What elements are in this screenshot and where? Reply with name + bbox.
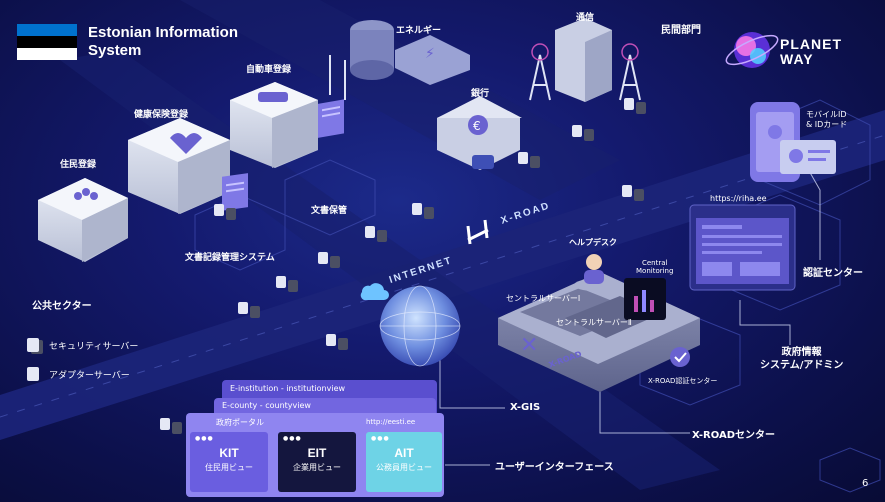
energy-infrastructure: ⚡ [329,20,470,100]
public-sector-label: 公共セクター [32,301,92,312]
eesti-url-label: http://eesti.ee [366,418,416,426]
window-dots-icon: ●●● [283,435,302,442]
gov-info-line-1: 政府情報 [781,347,822,358]
e-institution-label: E-institution - institutionview [230,384,346,393]
e-county-label: E-county - countyview [222,401,311,410]
user-interface-label: ユーザーインターフェース [495,462,614,473]
health-insurance-building [128,118,230,214]
health-insurance-label: 健康保険登録 [134,110,189,120]
kit-card[interactable]: ●●● KIT 住民用ビュー [190,432,268,492]
telecom-label: 通信 [576,13,595,23]
document-storage-label: 文書保管 [311,206,348,216]
svg-text:€: € [473,119,481,133]
cloud-icon [360,283,389,300]
riha-url-label: https://riha.ee [710,194,767,203]
mobile-id-label: モバイルID & IDカード [806,110,847,130]
adapter-server-label: アダプターサーバー [49,370,130,381]
central-monitoring-line-1: Central [641,259,668,267]
population-registry-building [38,178,128,262]
document-management-icon [222,173,248,211]
central-monitoring-label: Central Monitoring [636,259,673,275]
document-management-label: 文書記録管理システム [185,253,275,263]
adapter-server-icon [27,367,39,381]
kit-label: 住民用ビュー [205,463,253,472]
telecom-tower [529,18,641,102]
brand-name: PLANET WAY [780,37,842,67]
window-dots-icon: ●●● [371,435,390,442]
legend-security-server: セキュリティサーバー [27,338,138,352]
globe-icon [379,285,461,367]
cert-center-label: 認証センター [803,268,863,279]
gov-portal-label: 政府ポータル [216,418,264,427]
gov-info-label: 政府情報 システム/アドミン [760,346,843,372]
server-locks [160,98,646,434]
svg-text:✕: ✕ [520,333,538,358]
central-monitoring-screen [624,278,666,320]
vehicle-registry-label: 自動車登録 [246,65,292,75]
security-server-label: セキュリティサーバー [49,341,139,352]
certificate-badge-icon [670,347,690,367]
kit-code: KIT [219,446,239,460]
planetway-logo [725,32,779,68]
population-registry-label: 住民登録 [60,160,97,170]
private-sector-label: 民間部門 [661,25,701,36]
xroad-logo-marker [466,219,489,245]
ait-label: 公務員用ビュー [376,463,432,472]
xroad-cert-center-label: X-ROAD認証センター [648,377,718,385]
title-line-1: Estonian Information [88,24,238,41]
mobile-id-icon [750,102,836,182]
bank-label: 銀行 [471,89,490,99]
security-server-icon [27,338,39,352]
page-number: 6 [862,478,869,489]
eit-card[interactable]: ●●● EIT 企業用ビュー [278,432,356,492]
helpdesk-icon [574,254,614,291]
svg-text:⚡: ⚡ [425,46,435,62]
helpdesk-label: ヘルプデスク [569,238,617,247]
title-line-2: System [88,42,142,59]
central-monitoring-line-2: Monitoring [636,267,674,275]
central-server-2-label: セントラルサーバーⅡ [556,318,632,327]
xgis-label: X-GIS [510,402,541,413]
brand-line-1: PLANET [780,36,842,52]
ait-code: AIT [394,446,414,460]
xroad-center-label: X-ROADセンター [692,430,776,441]
central-server-1-label: セントラルサーバーⅠ [506,294,581,303]
document-storage-icon [318,99,344,138]
estonian-flag [17,24,77,60]
brand-line-2: WAY [780,51,814,67]
mobile-id-line-1: モバイルID [806,110,847,119]
window-dots-icon: ●●● [195,435,214,442]
bank-building: € [437,96,522,170]
gov-info-line-2: システム/アドミン [760,360,844,371]
mobile-id-line-2: & IDカード [806,120,848,129]
page-title: Estonian Information System [88,24,238,60]
vehicle-registry-building [230,82,318,168]
energy-label: エネルギー [396,26,442,36]
internet-road [0,110,885,440]
ait-card[interactable]: ●●● AIT 公務員用ビュー [366,432,442,492]
legend-adapter-server: アダプターサーバー [27,367,130,381]
eit-label: 企業用ビュー [293,463,341,472]
riha-window [689,204,796,291]
eit-code: EIT [307,446,327,460]
